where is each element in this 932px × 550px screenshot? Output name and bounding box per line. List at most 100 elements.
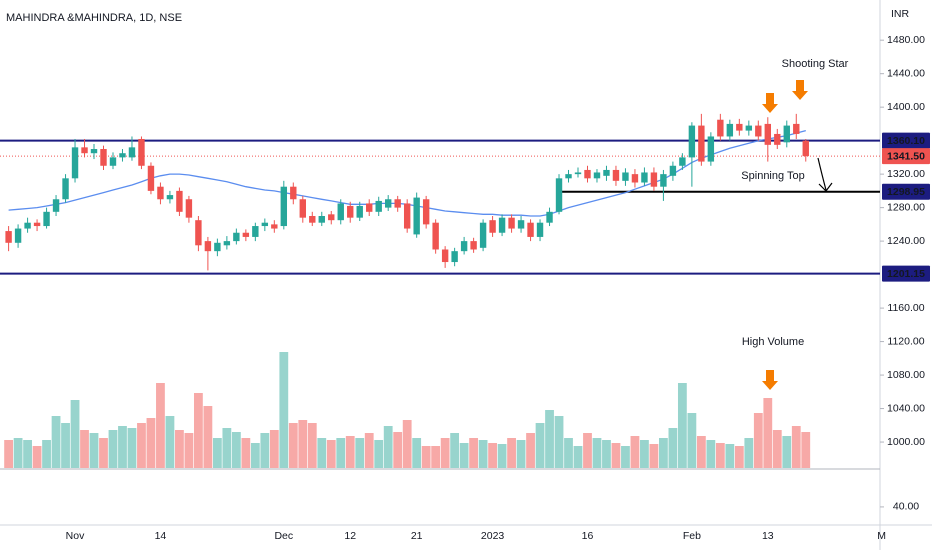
volume-bar — [108, 430, 118, 468]
volume-bar — [269, 430, 279, 468]
arrow — [762, 93, 778, 113]
volume-bar — [317, 438, 327, 468]
candle-body — [688, 125, 696, 158]
candle-body — [593, 172, 601, 179]
candle-body — [185, 199, 193, 218]
volume-bar — [118, 426, 127, 468]
volume-bar — [23, 440, 32, 468]
volume-bar — [80, 430, 89, 468]
volume-bar — [127, 428, 137, 468]
volume-bar — [4, 440, 13, 468]
price-label-box — [882, 148, 930, 165]
volume-bar — [564, 438, 573, 468]
y-tick-label: 1080.00 — [887, 369, 925, 381]
candle-body — [622, 172, 629, 181]
candle-body — [71, 147, 79, 179]
candle-body — [223, 241, 231, 246]
volume-bar — [250, 443, 260, 468]
x-tick-label: M — [877, 530, 886, 542]
volume-bar — [345, 436, 355, 468]
candle-body — [584, 169, 591, 179]
candle-body — [318, 216, 325, 223]
price-label: 1298.95 — [887, 186, 925, 198]
candle-body — [612, 169, 620, 181]
x-tick-label: 14 — [155, 530, 167, 542]
candle-body — [394, 199, 401, 208]
y-tick-label: 1400.00 — [887, 101, 925, 113]
candle-body — [631, 174, 639, 183]
candle-body — [774, 133, 781, 145]
volume-bar — [175, 430, 184, 468]
volume-bar — [364, 433, 374, 468]
x-tick-label: Dec — [274, 530, 293, 542]
volume-bar — [469, 438, 479, 468]
volume-bar — [573, 446, 583, 468]
candle-body — [337, 203, 344, 221]
volume-bar — [545, 410, 554, 468]
candle-body — [100, 149, 107, 166]
candle-body — [261, 222, 269, 227]
candle-body — [328, 214, 335, 221]
candle-body — [62, 178, 69, 200]
volume-bar — [507, 438, 516, 468]
candle-body — [119, 153, 126, 158]
price-label: 1360.10 — [887, 135, 925, 147]
candle-body — [204, 241, 212, 252]
volume-bar — [146, 418, 156, 468]
price-label-box — [882, 183, 930, 200]
volume-bar — [459, 443, 469, 468]
volume-bar — [659, 438, 668, 468]
volume-bar — [241, 438, 251, 468]
y-tick-label: 1440.00 — [887, 67, 925, 79]
candle-body — [432, 222, 439, 250]
candle-body — [527, 222, 534, 237]
candle-body — [375, 200, 382, 212]
arrow — [762, 370, 778, 390]
candle-body — [299, 199, 306, 218]
candle-body — [403, 203, 411, 229]
candle-body — [33, 222, 41, 227]
volume-bar — [592, 438, 602, 468]
volume-bar — [336, 438, 346, 468]
candle-body — [242, 232, 250, 237]
volume-bar — [231, 432, 241, 468]
volume-bar — [61, 423, 70, 468]
volume-bar — [526, 433, 535, 468]
candle-body — [726, 123, 734, 137]
candle-body — [698, 125, 705, 162]
x-tick-label: 21 — [411, 530, 423, 542]
y2-tick-label: 40.00 — [893, 501, 919, 513]
candle-body — [641, 172, 648, 183]
candle-body — [451, 251, 458, 263]
x-tick-label: 13 — [762, 530, 774, 542]
candle-body — [271, 224, 278, 229]
volume-bar — [51, 416, 61, 468]
volume-bar — [260, 433, 270, 468]
candle-body — [555, 178, 563, 212]
annotation: High Volume — [742, 336, 804, 348]
candle-body — [413, 197, 420, 235]
x-tick-label: Feb — [683, 530, 701, 542]
candle-body — [347, 205, 354, 218]
volume-bar — [222, 428, 232, 468]
volume-bar — [165, 416, 175, 468]
volume-bar — [649, 444, 659, 468]
volume-bar — [791, 426, 801, 468]
candle-body — [802, 140, 809, 157]
candle-body — [565, 174, 572, 179]
volume-bar — [203, 406, 213, 468]
volume-bar — [42, 440, 51, 468]
volume-bar — [32, 446, 42, 468]
candle-body — [5, 231, 12, 243]
candle-body — [441, 249, 449, 263]
volume-bar — [421, 446, 431, 468]
x-tick-label: 16 — [582, 530, 594, 542]
y-tick-label: 1240.00 — [887, 235, 925, 247]
volume-bar — [554, 416, 564, 468]
volume-bar — [535, 423, 545, 468]
volume-bar — [782, 436, 792, 468]
volume-bar — [497, 444, 507, 468]
price-label-box — [882, 265, 930, 282]
candle-body — [356, 205, 363, 218]
volume-bar — [99, 438, 108, 468]
